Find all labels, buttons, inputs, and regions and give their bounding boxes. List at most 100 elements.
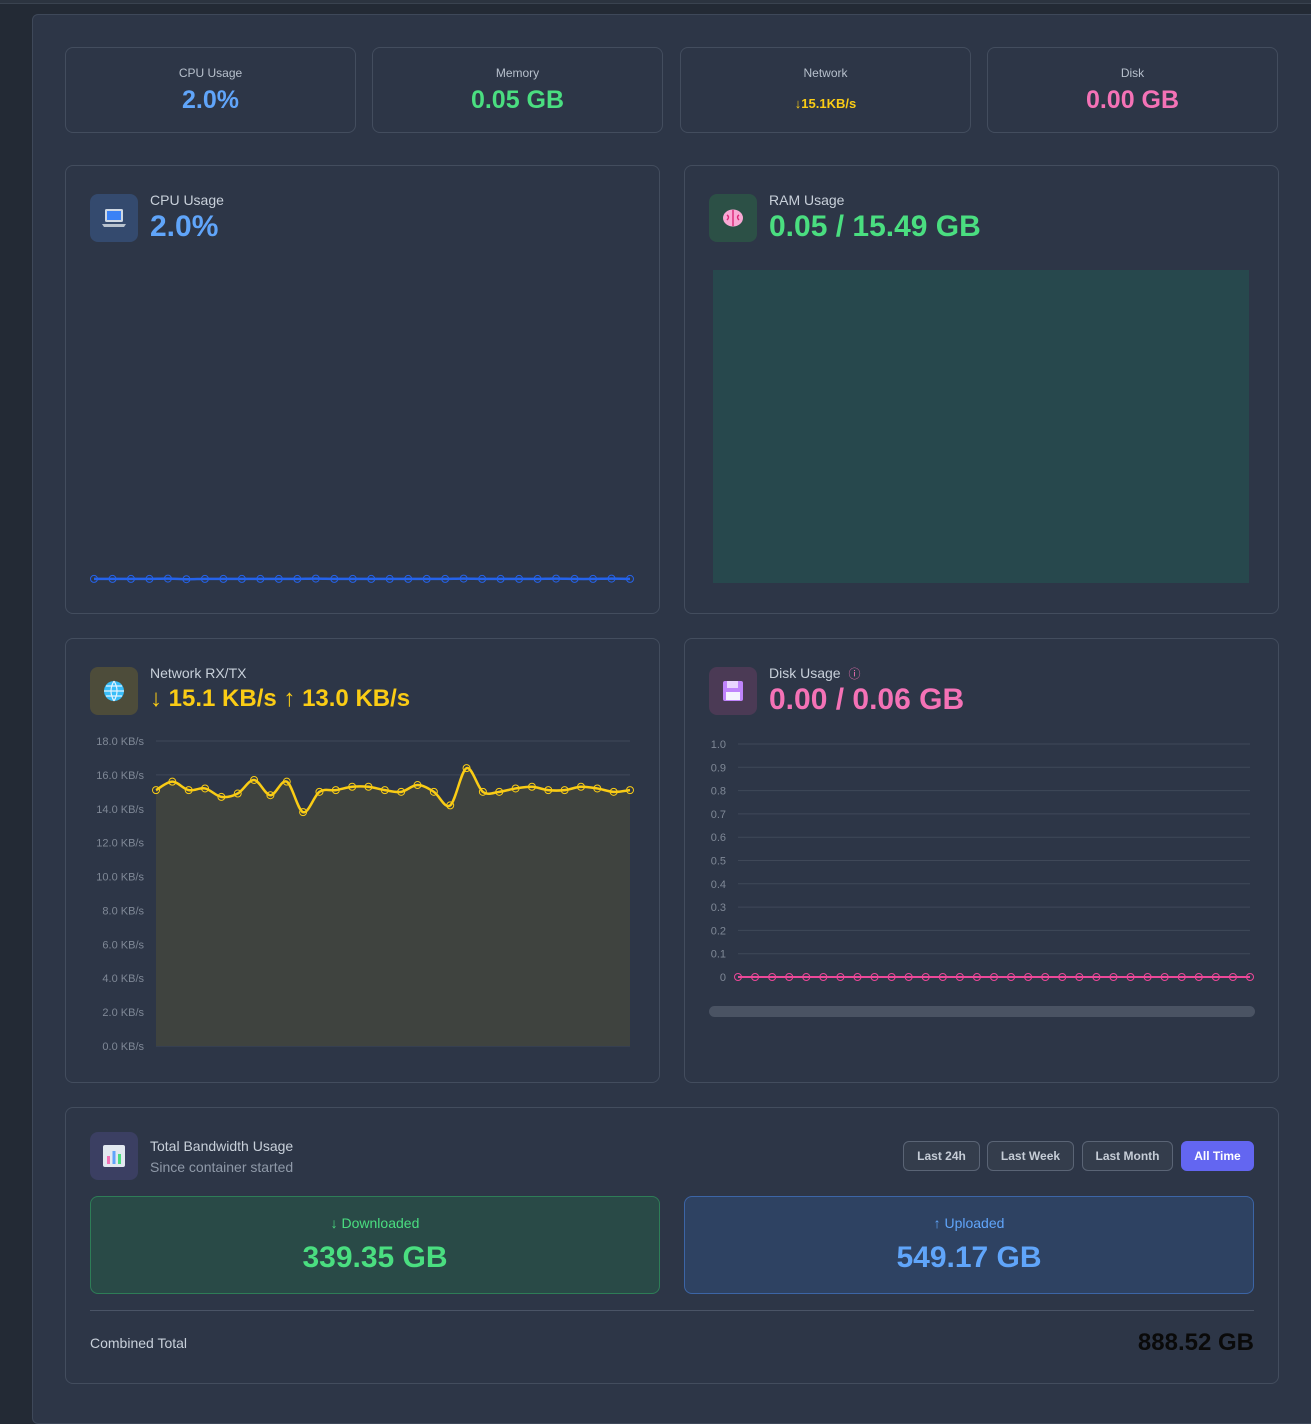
data-point [184,786,193,795]
cpu-chart [90,574,634,584]
y-tick-label: 12.0 KB/s [96,838,144,850]
data-point [1007,973,1016,981]
data-point [217,792,226,801]
y-tick-label: 0.6 [711,832,726,844]
data-point [233,789,242,798]
downloaded-value: 339.35 GB [302,1241,448,1274]
data-point [836,973,845,981]
combined-total-label: Combined Total [90,1335,188,1351]
y-tick-label: 0.1 [711,949,726,961]
data-point [1211,973,1220,981]
panel-title-text: Disk Usage [769,665,841,681]
data-point [364,782,373,791]
data-point [282,777,291,786]
data-point [380,786,389,795]
ram-chart [713,270,1249,583]
y-tick-label: 0.2 [711,925,726,937]
stat-label: Network [803,66,848,80]
data-point [348,574,357,583]
data-point [200,574,209,583]
stat-value: 0.00 GB [1085,86,1180,114]
data-point [446,801,455,810]
panel-title: Network RX/TX [150,665,247,681]
data-point [609,787,618,796]
data-point [182,575,191,584]
uploaded-value: 549.17 GB [896,1241,1042,1274]
data-point [152,786,160,795]
data-point [478,787,487,796]
data-point [1058,973,1067,981]
stat-card-network: Network ↓15.1KB/s [680,47,971,133]
y-tick-label: 0.0 KB/s [102,1041,144,1053]
range-all-time-button[interactable]: All Time [1181,1141,1254,1171]
brain-icon [709,194,757,242]
data-point [90,574,98,583]
series-area [713,270,1249,583]
data-point [544,786,553,795]
data-point [459,574,468,583]
data-point [367,574,376,583]
combined-total-value: 888.52 GB [1137,1329,1254,1356]
data-point [478,574,487,583]
range-last-week-button[interactable]: Last Week [987,1141,1074,1171]
data-point [163,574,172,583]
range-last-month-button[interactable]: Last Month [1082,1141,1173,1171]
data-point [311,574,320,583]
data-point [266,791,275,800]
data-point [462,764,471,773]
downloaded-box: ↓ Downloaded 339.35 GB [90,1196,660,1294]
stat-label: Memory [495,66,540,80]
stat-value: 0.05 GB [470,86,565,114]
data-point [1160,973,1169,981]
data-point [404,574,413,583]
data-point [734,973,742,981]
data-point [751,973,760,981]
y-tick-label: 18.0 KB/s [96,736,144,748]
data-point [589,574,598,583]
globe-icon [90,667,138,715]
panel-title: RAM Usage [769,192,845,208]
bar-chart-icon [90,1132,138,1180]
series-line [155,766,631,814]
disk-chart: 1.0 0.9 0.8 0.7 0.6 0.5 0.4 0.3 0.2 0.1 0 [711,739,1254,984]
y-tick-label: 0.5 [711,856,726,868]
data-point [1246,973,1254,981]
info-icon[interactable]: ⓘ [848,667,861,681]
data-point [348,782,357,791]
panel-value: ↓ 15.1 KB/s ↑ 13.0 KB/s [150,685,411,712]
data-point [819,973,828,981]
panel-value: 0.00 / 0.06 GB [769,683,965,716]
y-tick-label: 0.8 [711,786,726,798]
series-line [94,577,631,581]
y-tick-label: 0.4 [711,879,726,891]
data-point [1092,973,1101,981]
stat-value: 2.0% [182,86,239,114]
data-point [201,784,210,793]
data-point [1041,973,1050,981]
panel-title: Disk Usage ⓘ [769,665,861,682]
y-tick-label: 2.0 KB/s [102,1007,144,1019]
data-point [785,973,794,981]
data-point [626,786,634,795]
y-tick-label: 16.0 KB/s [96,770,144,782]
cpu-panel: CPU Usage 2.0% [65,165,660,614]
data-point [219,574,228,583]
horizontal-scrollbar[interactable] [709,1006,1255,1017]
stat-card-memory: Memory 0.05 GB [372,47,663,133]
y-tick-label: 1.0 [711,739,726,751]
data-point [802,973,811,981]
y-tick-label: 4.0 KB/s [102,973,144,985]
stat-label: Disk [1120,66,1145,80]
data-point [904,973,913,981]
data-point [626,574,634,583]
stat-card-cpu: CPU Usage 2.0% [65,47,356,133]
data-point [145,574,154,583]
data-point [1109,973,1118,981]
data-point [1126,973,1135,981]
y-tick-label: 14.0 KB/s [96,804,144,816]
data-point [607,574,616,583]
data-point [413,781,422,790]
y-tick-label: 0.9 [711,762,726,774]
data-point [422,574,431,583]
range-last-24h-button[interactable]: Last 24h [903,1141,980,1171]
